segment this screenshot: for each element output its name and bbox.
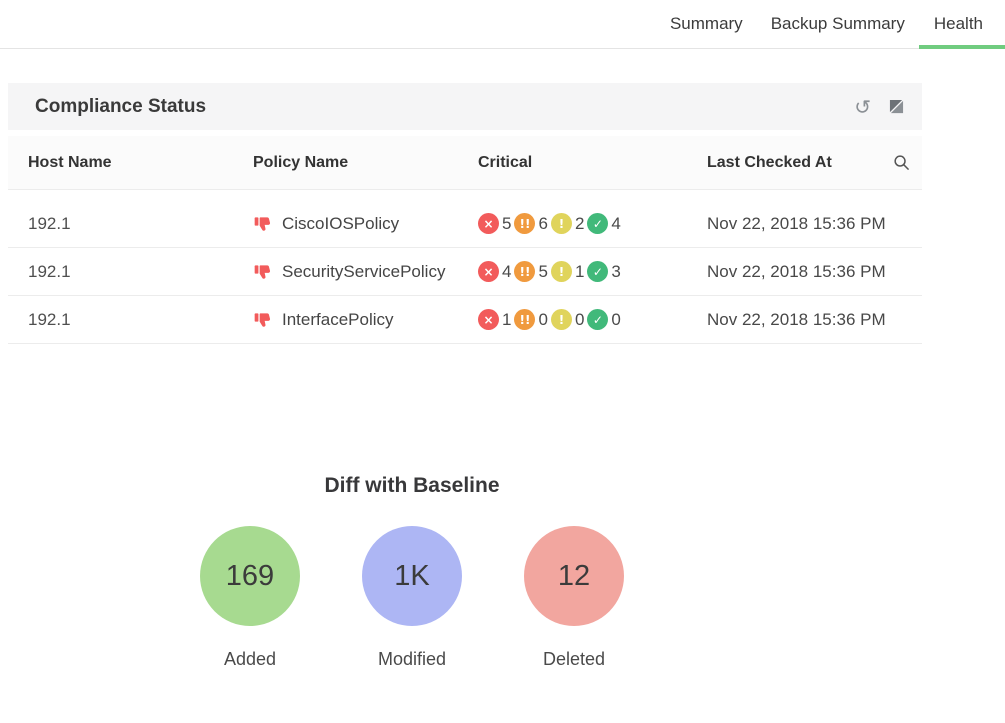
policy-name: InterfacePolicy xyxy=(282,309,394,329)
col-host-name: Host Name xyxy=(28,153,112,171)
diff-item-modified: 1K Modified xyxy=(362,526,462,670)
major-count: 0 xyxy=(538,309,548,329)
deleted-circle[interactable]: 12 xyxy=(524,526,624,626)
major-count: 6 xyxy=(538,213,548,233)
ok-count: 4 xyxy=(611,213,621,233)
added-label: Added xyxy=(223,649,277,669)
panel-title: Compliance Status xyxy=(35,95,207,117)
diff-circles: 169 Added 1K Modified 12 Deleted xyxy=(0,526,824,670)
severity-counts: × 4 !! 5 ! 1 ✓ 3 xyxy=(478,261,707,282)
major-icon: !! xyxy=(514,309,536,330)
host-name: 192.1 xyxy=(28,213,71,233)
critical-count: 1 xyxy=(502,309,512,329)
tab-health-label: Health xyxy=(933,14,983,33)
critical-icon: × xyxy=(478,213,499,234)
tab-summary-label: Summary xyxy=(669,14,743,33)
warning-count: 0 xyxy=(574,309,585,329)
refresh-icon[interactable]: ↺ xyxy=(854,94,871,119)
compliance-status-panel: Compliance Status ↺ Host Name Policy Nam… xyxy=(8,83,922,344)
policy-name: SecurityServicePolicy xyxy=(282,261,446,281)
policy-name: CiscoIOSPolicy xyxy=(282,213,400,233)
diff-item-added: 169 Added xyxy=(200,526,300,670)
table-row[interactable]: 192.1 CiscoIOSPolicy × 5 !! 6 ! 2 ✓ 4 Nov 22… xyxy=(8,200,922,248)
added-circle[interactable]: 169 xyxy=(200,526,300,626)
thumbs-down-icon xyxy=(253,310,273,330)
warning-count: 2 xyxy=(574,213,585,233)
col-policy-name: Policy Name xyxy=(253,153,349,171)
warning-icon: ! xyxy=(550,309,572,330)
last-checked-at: Nov 22, 2018 15:36 PM xyxy=(707,213,886,233)
tab-backup-summary-label: Backup Summary xyxy=(770,14,905,33)
thumbs-down-icon xyxy=(253,262,273,282)
ok-icon: ✓ xyxy=(587,213,609,234)
diff-with-baseline-widget: Diff with Baseline 169 Added 1K Modified… xyxy=(0,474,824,670)
warning-count: 1 xyxy=(574,261,585,281)
last-checked-at: Nov 22, 2018 15:36 PM xyxy=(707,309,886,329)
thumbs-down-icon xyxy=(253,214,273,234)
table-row[interactable]: 192.1 SecurityServicePolicy × 4 !! 5 ! 1 ✓ 3… xyxy=(8,248,922,296)
major-count: 5 xyxy=(538,261,548,281)
diff-title: Diff with Baseline xyxy=(324,474,500,497)
last-checked-at: Nov 22, 2018 15:36 PM xyxy=(707,261,886,281)
active-tab-underline xyxy=(918,45,1005,49)
modified-circle[interactable]: 1K xyxy=(362,526,462,626)
col-critical: Critical xyxy=(478,153,533,171)
search-icon[interactable] xyxy=(893,154,910,171)
table-row[interactable]: 192.1 InterfacePolicy × 1 !! 0 ! 0 ✓ 0 Nov 2… xyxy=(8,296,922,344)
warning-icon: ! xyxy=(550,261,572,282)
table-header-row: Host Name Policy Name Critical Last Chec… xyxy=(8,136,922,190)
severity-counts: × 1 !! 0 ! 0 ✓ 0 xyxy=(478,309,707,330)
major-icon: !! xyxy=(514,213,536,234)
severity-counts: × 5 !! 6 ! 2 ✓ 4 xyxy=(478,213,707,234)
top-nav: Summary Backup Summary Health xyxy=(0,0,1005,49)
expand-icon[interactable] xyxy=(889,99,904,114)
table-body: 192.1 CiscoIOSPolicy × 5 !! 6 ! 2 ✓ 4 Nov 22… xyxy=(8,190,922,344)
critical-icon: × xyxy=(478,261,499,282)
diff-item-deleted: 12 Deleted xyxy=(524,526,624,670)
tab-health[interactable]: Health xyxy=(918,0,1005,49)
deleted-label: Deleted xyxy=(542,649,606,669)
ok-count: 3 xyxy=(611,261,621,281)
col-last-checked: Last Checked At xyxy=(707,153,832,171)
critical-count: 4 xyxy=(502,261,512,281)
tab-summary[interactable]: Summary xyxy=(656,0,757,48)
major-icon: !! xyxy=(514,261,536,282)
ok-icon: ✓ xyxy=(587,261,609,282)
critical-count: 5 xyxy=(502,213,512,233)
compliance-panel-header: Compliance Status ↺ xyxy=(8,83,922,130)
tab-backup-summary[interactable]: Backup Summary xyxy=(757,0,919,48)
ok-count: 0 xyxy=(611,309,621,329)
warning-icon: ! xyxy=(550,213,572,234)
host-name: 192.1 xyxy=(28,261,71,281)
ok-icon: ✓ xyxy=(587,309,609,330)
critical-icon: × xyxy=(478,309,499,330)
host-name: 192.1 xyxy=(28,309,71,329)
panel-actions: ↺ xyxy=(854,97,904,117)
modified-label: Modified xyxy=(377,649,447,669)
